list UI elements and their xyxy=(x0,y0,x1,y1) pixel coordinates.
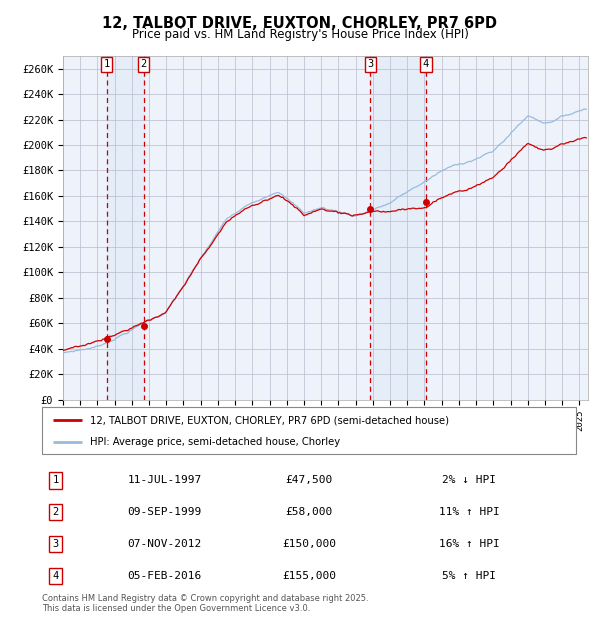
Text: 3: 3 xyxy=(52,539,58,549)
Text: 5% ↑ HPI: 5% ↑ HPI xyxy=(442,571,496,581)
Text: 07-NOV-2012: 07-NOV-2012 xyxy=(127,539,202,549)
Text: 09-SEP-1999: 09-SEP-1999 xyxy=(127,507,202,517)
FancyBboxPatch shape xyxy=(42,407,576,454)
Text: 05-FEB-2016: 05-FEB-2016 xyxy=(127,571,202,581)
Text: 11% ↑ HPI: 11% ↑ HPI xyxy=(439,507,500,517)
Text: 4: 4 xyxy=(423,60,429,69)
Text: 2% ↓ HPI: 2% ↓ HPI xyxy=(442,476,496,485)
Text: Price paid vs. HM Land Registry's House Price Index (HPI): Price paid vs. HM Land Registry's House … xyxy=(131,28,469,41)
Text: 2: 2 xyxy=(140,60,147,69)
Text: 1: 1 xyxy=(52,476,58,485)
Text: HPI: Average price, semi-detached house, Chorley: HPI: Average price, semi-detached house,… xyxy=(90,437,340,447)
Bar xyxy=(370,56,426,400)
Text: £155,000: £155,000 xyxy=(282,571,336,581)
Text: 1: 1 xyxy=(103,60,110,69)
Text: 4: 4 xyxy=(52,571,58,581)
Text: 12, TALBOT DRIVE, EUXTON, CHORLEY, PR7 6PD: 12, TALBOT DRIVE, EUXTON, CHORLEY, PR7 6… xyxy=(103,16,497,30)
Bar xyxy=(107,56,144,400)
Text: £150,000: £150,000 xyxy=(282,539,336,549)
Text: 2: 2 xyxy=(52,507,58,517)
Text: 11-JUL-1997: 11-JUL-1997 xyxy=(127,476,202,485)
Text: 12, TALBOT DRIVE, EUXTON, CHORLEY, PR7 6PD (semi-detached house): 12, TALBOT DRIVE, EUXTON, CHORLEY, PR7 6… xyxy=(90,415,449,425)
Text: £58,000: £58,000 xyxy=(286,507,332,517)
Text: 3: 3 xyxy=(367,60,373,69)
Text: 16% ↑ HPI: 16% ↑ HPI xyxy=(439,539,500,549)
Text: Contains HM Land Registry data © Crown copyright and database right 2025.
This d: Contains HM Land Registry data © Crown c… xyxy=(42,594,368,613)
Text: £47,500: £47,500 xyxy=(286,476,332,485)
